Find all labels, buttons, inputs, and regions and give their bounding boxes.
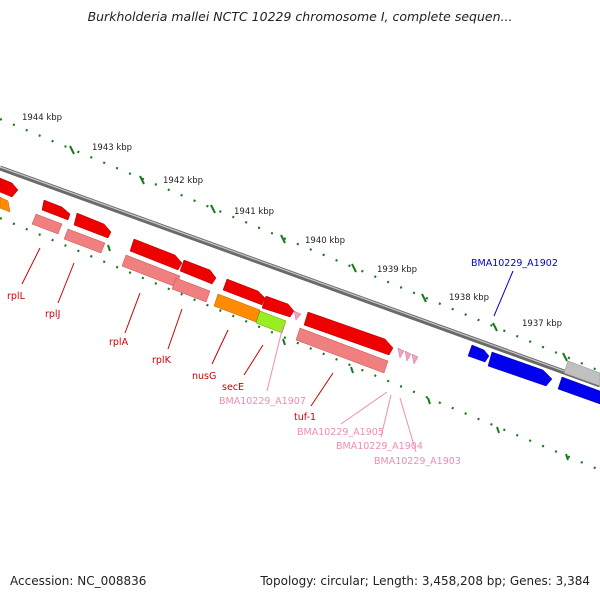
gene-arrow-rplK[interactable] — [179, 259, 217, 285]
gene-label[interactable]: BMA10229_A1903 — [374, 456, 461, 467]
ruler-label: 1944 kbp — [22, 113, 62, 123]
accession-text: Accession: NC_008836 — [10, 574, 147, 588]
ruler-label: 1937 kbp — [522, 319, 562, 329]
leader-line — [211, 329, 229, 365]
gene-arrow[interactable] — [0, 177, 19, 198]
map-title: Burkholderia mallei NCTC 10229 chromosom… — [87, 9, 513, 24]
trna-arrow-A1907[interactable] — [293, 310, 302, 321]
ruler-inner-tick — [350, 366, 354, 374]
ruler-label: 1943 kbp — [92, 143, 132, 153]
gene-label[interactable]: tuf-1 — [294, 412, 316, 423]
ruler: 1944 kbp 1943 kbp 1942 kbp 1941 kbp 1940… — [0, 113, 600, 472]
backbone-line — [0, 165, 600, 388]
ruler-major-tick — [562, 352, 568, 362]
gene-box-tuf-1[interactable] — [295, 327, 389, 374]
gene-box-nusG[interactable] — [213, 293, 261, 323]
ruler-inner-tick — [496, 426, 500, 434]
leader-line — [124, 292, 141, 334]
ruler-inner-tick — [107, 244, 111, 252]
gene-label[interactable]: rplL — [7, 291, 26, 302]
ruler-label: 1942 kbp — [163, 176, 203, 186]
ruler-major-tick — [69, 145, 75, 155]
gene-arrow[interactable] — [222, 278, 266, 306]
backbone — [0, 165, 600, 388]
gene-arrow-rplL[interactable] — [41, 199, 71, 221]
ruler-inner-tick — [282, 338, 286, 346]
gene-label[interactable]: BMA10229_A1905 — [297, 427, 384, 438]
leader-line — [57, 262, 75, 304]
ruler-major-tick — [351, 263, 357, 273]
leader-line — [493, 270, 514, 317]
leader-lines — [21, 247, 514, 453]
sequence-summary: Topology: circular; Length: 3,458,208 bp… — [260, 574, 590, 588]
ruler-inner-tick — [427, 397, 431, 405]
gene-box-hypothetical[interactable] — [563, 360, 600, 387]
trna-arrow-A1904[interactable] — [404, 350, 412, 362]
gene-label[interactable]: BMA10229_A1904 — [336, 441, 423, 452]
ruler-inner-tick — [565, 453, 569, 461]
gene-label[interactable]: BMA10229_A1907 — [219, 396, 306, 407]
gene-label[interactable]: nusG — [192, 371, 216, 382]
gene-label[interactable]: rplA — [109, 337, 129, 348]
gene-label[interactable]: rplK — [152, 355, 172, 366]
leader-line — [21, 247, 41, 285]
leader-line — [266, 325, 284, 392]
ruler-label: 1938 kbp — [449, 293, 489, 303]
gene-arrow[interactable] — [261, 295, 295, 318]
gene-arrow[interactable] — [0, 196, 11, 213]
leader-line — [243, 344, 264, 376]
leader-line — [167, 308, 183, 350]
leader-line — [380, 394, 392, 438]
gene-box-rplL[interactable] — [31, 213, 63, 235]
ruler-label: 1939 kbp — [377, 265, 417, 275]
ruler-major-tick — [421, 293, 427, 303]
gene-arrow-rplJ[interactable] — [73, 212, 112, 239]
gene-arrow-A1902[interactable] — [467, 344, 490, 363]
trna-arrow-A1903[interactable] — [411, 353, 419, 365]
gene-arrow[interactable] — [557, 376, 600, 405]
trna-arrow-A1905[interactable] — [397, 347, 405, 359]
ruler-major-tick — [280, 234, 286, 244]
gene-arrow-tuf-1[interactable] — [303, 311, 394, 356]
features[interactable] — [0, 177, 600, 405]
ruler-major-tick — [492, 322, 498, 332]
gene-box-secE[interactable] — [255, 310, 287, 334]
ruler-label: 1940 kbp — [305, 236, 345, 246]
ruler-major-tick — [210, 204, 216, 214]
gene-label[interactable]: BMA10229_A1902 — [471, 258, 558, 269]
gene-box-rplK[interactable] — [171, 277, 211, 303]
leader-line — [340, 391, 388, 425]
backbone-highlight — [0, 166, 600, 385]
gene-arrow[interactable] — [487, 351, 553, 387]
gene-label[interactable]: rplJ — [45, 309, 60, 320]
leader-line — [399, 397, 417, 453]
ruler-label: 1941 kbp — [234, 207, 274, 217]
leader-line — [310, 372, 334, 407]
gene-box-rplJ[interactable] — [63, 228, 106, 254]
gene-label[interactable]: secE — [222, 382, 244, 393]
gene-labels: rplL rplJ rplA rplK nusG secE BMA10229_A… — [7, 258, 558, 467]
ruler-major-tick — [139, 175, 145, 185]
gene-arrow-rplA[interactable] — [129, 238, 183, 271]
